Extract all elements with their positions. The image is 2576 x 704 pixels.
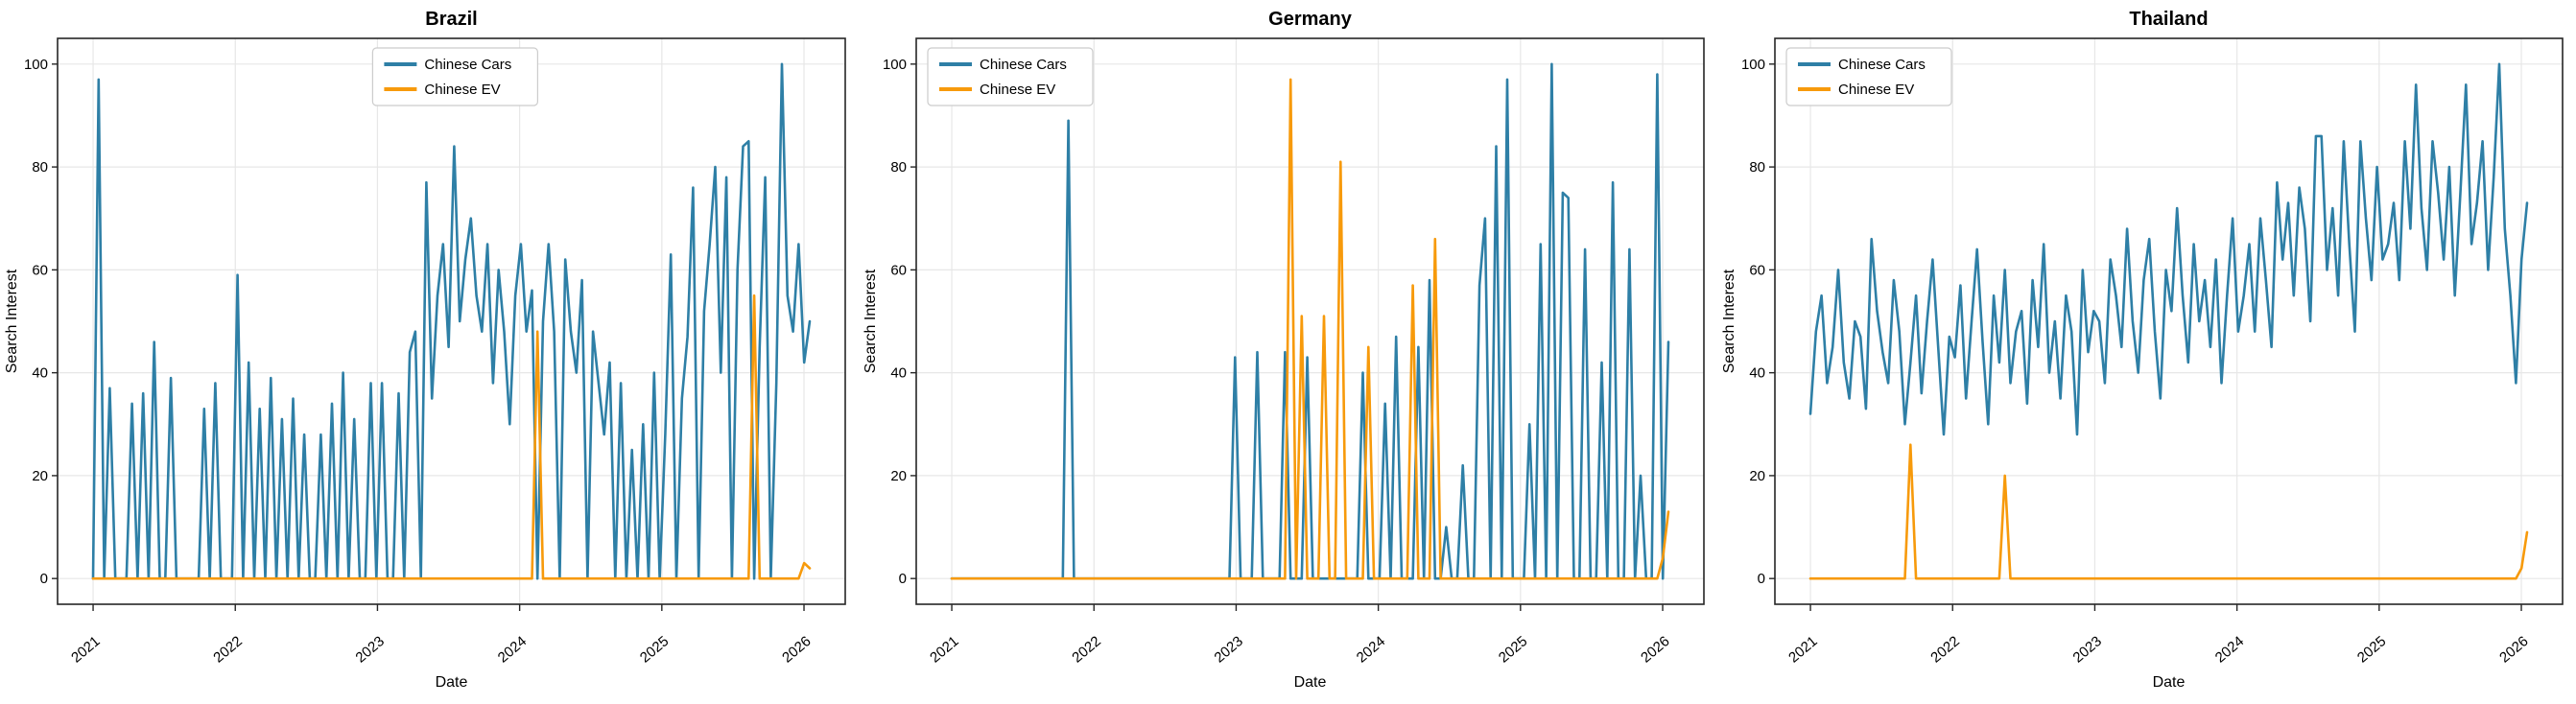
x-axis-label: Date [1294, 674, 1327, 691]
y-tick-label: 20 [890, 468, 907, 484]
chinese-ev-legend-label: Chinese EV [424, 82, 500, 98]
series-group [91, 62, 812, 580]
y-tick-label: 60 [890, 262, 907, 278]
y-tick-label: 80 [32, 159, 48, 176]
plot-border [1774, 37, 2564, 605]
chinese-cars-line [1808, 62, 2529, 436]
y-tick-label: 80 [890, 159, 907, 176]
chart-title: Brazil [425, 9, 477, 30]
y-axis-label: Search Interest [1721, 269, 1737, 373]
chinese-cars-legend-label: Chinese Cars [1838, 57, 1926, 73]
panel-thailand: 0 20 40 60 80 100 2021 2022 2023 2024 2025 2026 Thai… [1717, 0, 2576, 704]
chinese-ev-line [91, 293, 812, 580]
chinese-cars-line [950, 62, 1670, 580]
y-tick-label: 60 [1749, 262, 1765, 278]
y-axis-label: Search Interest [863, 269, 879, 373]
y-tick-label: 80 [1749, 159, 1765, 176]
chart-title: Thailand [2129, 9, 2208, 30]
x-axis-label: Date [436, 674, 468, 691]
series-group [950, 62, 1670, 580]
chinese-cars-legend-label: Chinese Cars [424, 57, 511, 73]
legend: Chinese Cars Chinese EV [927, 47, 1094, 106]
chinese-cars-legend-label: Chinese Cars [980, 57, 1067, 73]
y-tick-label: 0 [899, 571, 907, 587]
y-tick-label: 0 [1758, 571, 1765, 587]
panel-brazil: 0 20 40 60 80 100 2021 2022 2023 2024 2025 2026 Braz… [0, 0, 859, 704]
y-tick-label: 40 [32, 365, 48, 382]
y-tick-label: 20 [32, 468, 48, 484]
chart-title: Germany [1268, 9, 1353, 30]
chinese-cars-line [91, 62, 812, 580]
plot-border [915, 37, 1705, 605]
series-group [1808, 62, 2529, 580]
chart-background [0, 0, 859, 704]
chinese-ev-legend-label: Chinese EV [980, 82, 1055, 98]
chinese-ev-line [950, 78, 1670, 580]
x-axis-label: Date [2153, 674, 2186, 691]
y-tick-label: 40 [1749, 365, 1765, 382]
plot-border [57, 37, 846, 605]
y-tick-label: 100 [1741, 57, 1765, 73]
y-tick-label: 0 [40, 571, 48, 587]
legend: Chinese Cars Chinese EV [1785, 47, 1952, 106]
y-tick-label: 100 [883, 57, 907, 73]
y-axis-label: Search Interest [4, 269, 20, 373]
panel-germany: 0 20 40 60 80 100 2021 2022 2023 2024 2025 2026 Germ… [859, 0, 1717, 704]
y-tick-label: 20 [1749, 468, 1765, 484]
y-tick-label: 60 [32, 262, 48, 278]
legend: Chinese Cars Chinese EV [371, 47, 538, 106]
y-tick-label: 100 [24, 57, 48, 73]
chinese-ev-line [1808, 443, 2529, 580]
chinese-ev-legend-label: Chinese EV [1838, 82, 1914, 98]
y-tick-label: 40 [890, 365, 907, 382]
